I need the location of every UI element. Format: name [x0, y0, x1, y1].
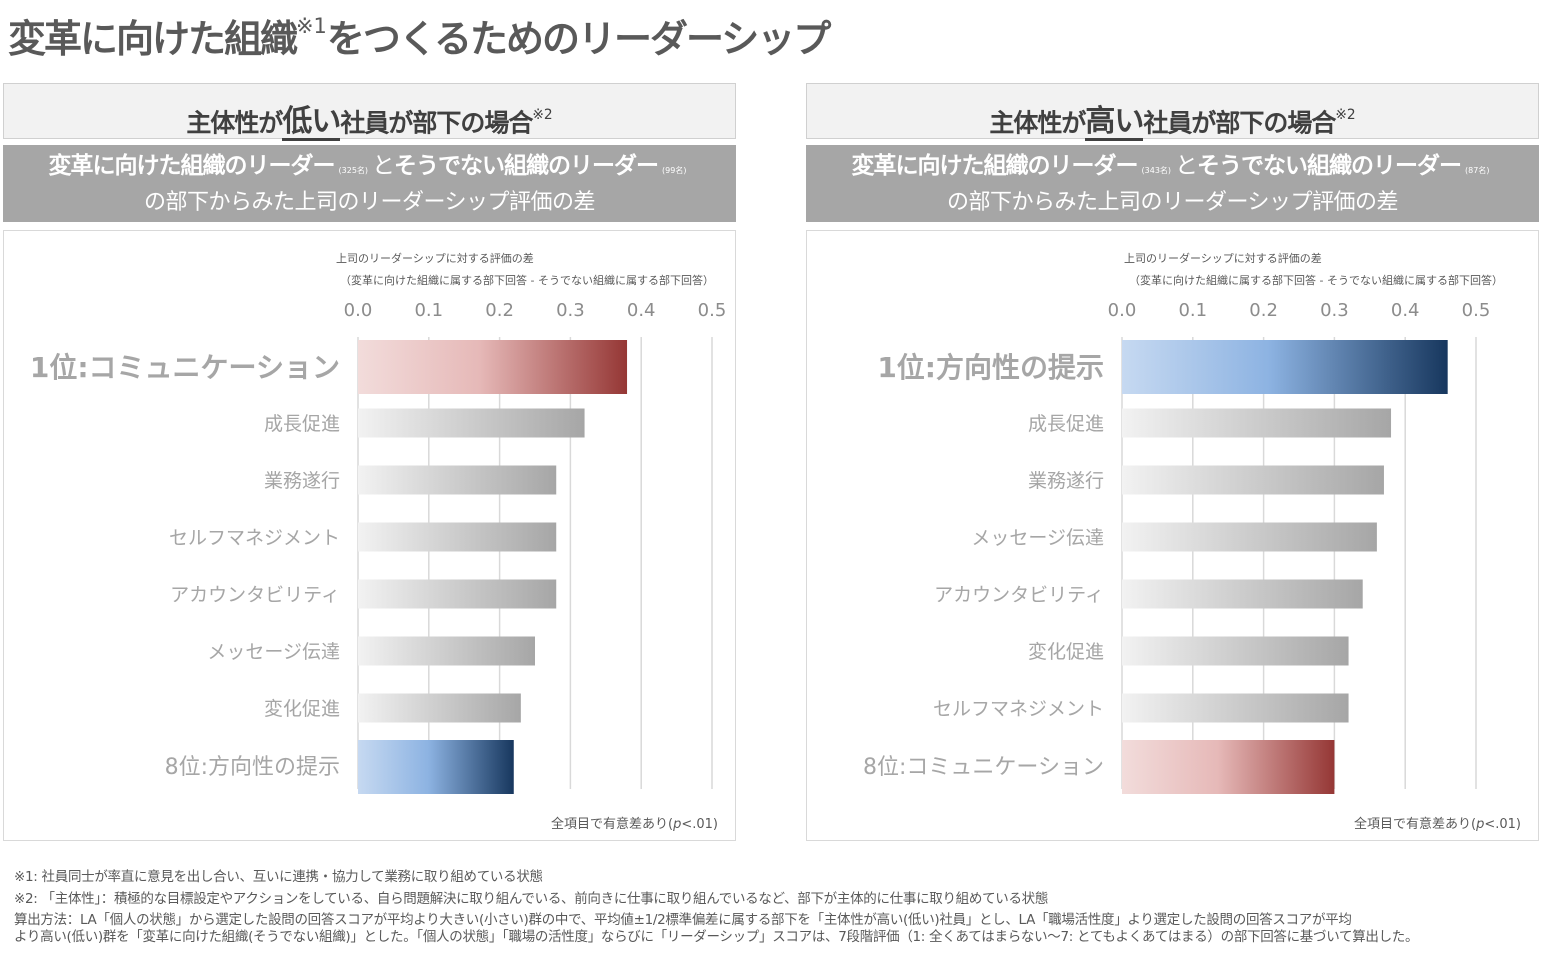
- bar-chart: 上司のリーダーシップに対する評価の差 （変革に向けた組織に属する部下回答 - そ…: [3, 230, 736, 841]
- category-label: 8位:方向性の提示: [165, 755, 340, 780]
- bar-3: [1122, 465, 1384, 495]
- band-count-a: (343名): [1141, 166, 1172, 175]
- x-tick-label: 0.2: [1249, 300, 1278, 321]
- title-note-ref: ※1: [296, 14, 327, 39]
- bar-5: [1122, 579, 1363, 609]
- bar-6: [358, 636, 535, 666]
- footnote-1: ※1: 社員同士が率直に意見を出し合い、互いに連携・協力して業務に取り組めている…: [14, 869, 543, 885]
- significance-note: 全項目で有意差あり(p<.01): [1354, 816, 1521, 832]
- bar-4: [358, 522, 557, 552]
- category-label: 変化促進: [264, 698, 340, 720]
- category-label: 業務遂行: [1028, 470, 1104, 492]
- x-tick-label: 0.3: [556, 300, 585, 321]
- bar-2: [1122, 408, 1392, 438]
- heading-note-ref: ※2: [1335, 107, 1356, 123]
- bar-1: [1122, 340, 1448, 394]
- category-label: アカウンタビリティ: [934, 584, 1104, 606]
- significance-text: 全項目で有意差あり(: [1354, 816, 1476, 832]
- x-tick-label: 0.5: [1462, 300, 1491, 321]
- band-line-1: 変革に向けた組織のリーダー (343名) とそうでない組織のリーダー (87名): [806, 150, 1539, 187]
- band-count-b: (87名): [1465, 166, 1490, 175]
- heading-post: 社員が部下の場合: [1143, 108, 1336, 138]
- band-count-b: (99名): [662, 166, 687, 175]
- page-title: 変革に向けた組織※1をつくるためのリーダーシップ: [8, 8, 831, 63]
- footnote-2: ※2: 「主体性」：積極的な目標設定やアクションをしている、自ら問題解決に取り組…: [14, 891, 1049, 907]
- axis-title-line-2: （変革に向けた組織に属する部下回答 - そうでない組織に属する部下回答）: [340, 273, 714, 287]
- category-label: セルフマネジメント: [933, 698, 1104, 720]
- title-text-a: 変革に向けた組織: [8, 17, 298, 61]
- significance-text: 全項目で有意差あり(: [551, 816, 673, 832]
- bar-chart: 上司のリーダーシップに対する評価の差 （変革に向けた組織に属する部下回答 - そ…: [806, 230, 1539, 841]
- category-label: 成長促進: [1028, 413, 1104, 435]
- axis-title-line-1: 上司のリーダーシップに対する評価の差: [1124, 251, 1322, 265]
- significance-tail: <.01): [1484, 817, 1521, 832]
- bar-chart-svg: 上司のリーダーシップに対する評価の差 （変革に向けた組織に属する部下回答 - そ…: [30, 251, 727, 832]
- bar-1: [358, 340, 628, 394]
- category-label: 8位:コミュニケーション: [863, 755, 1104, 780]
- bar-5: [358, 579, 557, 609]
- x-tick-label: 0.1: [414, 300, 443, 321]
- bar-7: [358, 693, 521, 723]
- heading-emphasis: 高い: [1085, 104, 1144, 142]
- panel-low-initiative: 主体性が低い社員が部下の場合※2 変革に向けた組織のリーダー (325名) とそうで…: [3, 83, 736, 841]
- bar-4: [1122, 522, 1377, 552]
- calculation-method: 算出方法：LA「個人の状態」から選定した設問の回答スコアが平均より大きい(小さい…: [14, 912, 1514, 946]
- band-line-2: の部下からみた上司のリーダーシップ評価の差: [946, 190, 1399, 215]
- x-tick-label: 0.1: [1178, 300, 1207, 321]
- band-connector: と: [1175, 153, 1198, 179]
- heading-note-ref: ※2: [532, 107, 553, 123]
- x-tick-label: 0.5: [698, 300, 727, 321]
- category-label: 変化促進: [1028, 641, 1104, 663]
- bar-8: [358, 740, 514, 794]
- category-label: 業務遂行: [264, 470, 340, 492]
- band-group-b: そうでない組織のリーダー: [394, 153, 659, 179]
- panel-heading: 主体性が高い社員が部下の場合※2: [806, 83, 1539, 142]
- band-group-b: そうでない組織のリーダー: [1197, 153, 1462, 179]
- heading-post: 社員が部下の場合: [340, 108, 533, 138]
- category-label: 1位:コミュニケーション: [30, 351, 340, 384]
- x-tick-label: 0.2: [485, 300, 514, 321]
- bar-6: [1122, 636, 1349, 666]
- title-text-b: をつくるためのリーダーシップ: [326, 17, 831, 61]
- heading-pre: 主体性が: [186, 108, 283, 138]
- calculation-line-2: より高い(低い)群を「変革に向けた組織(そうでない組織)」とした。「個人の状態」…: [14, 929, 1419, 945]
- category-label: 1位:方向性の提示: [877, 351, 1104, 384]
- comparison-band: 変革に向けた組織のリーダー (325名) とそうでない組織のリーダー (99名) の部…: [3, 145, 736, 222]
- significance-p: p: [672, 817, 681, 832]
- category-label: メッセージ伝達: [971, 527, 1104, 549]
- significance-note: 全項目で有意差あり(p<.01): [551, 816, 718, 832]
- bar-chart-svg: 上司のリーダーシップに対する評価の差 （変革に向けた組織に属する部下回答 - そ…: [863, 251, 1521, 832]
- band-line-1: 変革に向けた組織のリーダー (325名) とそうでない組織のリーダー (99名): [3, 150, 736, 187]
- panel-heading: 主体性が低い社員が部下の場合※2: [3, 83, 736, 142]
- axis-title-line-1: 上司のリーダーシップに対する評価の差: [336, 251, 534, 265]
- x-tick-label: 0.0: [344, 300, 373, 321]
- bar-2: [358, 408, 585, 438]
- axis-title-line-2: （変革に向けた組織に属する部下回答 - そうでない組織に属する部下回答）: [1129, 273, 1503, 287]
- bar-8: [1122, 740, 1335, 794]
- band-count-a: (325名): [338, 166, 369, 175]
- band-group-a: 変革に向けた組織のリーダー: [48, 153, 336, 179]
- comparison-band: 変革に向けた組織のリーダー (343名) とそうでない組織のリーダー (87名) の部…: [806, 145, 1539, 222]
- x-tick-label: 0.4: [627, 300, 656, 321]
- calculation-line-1: 算出方法：LA「個人の状態」から選定した設問の回答スコアが平均より大きい(小さい…: [14, 912, 1352, 928]
- heading-pre: 主体性が: [989, 108, 1086, 138]
- heading-emphasis: 低い: [282, 104, 341, 142]
- panel-high-initiative: 主体性が高い社員が部下の場合※2 変革に向けた組織のリーダー (343名) とそうで…: [806, 83, 1539, 841]
- bar-7: [1122, 693, 1349, 723]
- band-connector: と: [372, 153, 395, 179]
- band-line-2: の部下からみた上司のリーダーシップ評価の差: [143, 190, 596, 215]
- x-tick-label: 0.3: [1320, 300, 1349, 321]
- category-label: メッセージ伝達: [207, 641, 340, 663]
- category-label: セルフマネジメント: [169, 527, 340, 549]
- bar-3: [358, 465, 557, 495]
- category-label: アカウンタビリティ: [170, 584, 340, 606]
- significance-p: p: [1475, 817, 1484, 832]
- footnotes: ※1: 社員同士が率直に意見を出し合い、互いに連携・協力して業務に取り組めている…: [14, 866, 1514, 946]
- band-group-a: 変革に向けた組織のリーダー: [851, 153, 1139, 179]
- x-tick-label: 0.0: [1108, 300, 1137, 321]
- category-label: 成長促進: [264, 413, 340, 435]
- x-tick-label: 0.4: [1391, 300, 1420, 321]
- significance-tail: <.01): [681, 817, 718, 832]
